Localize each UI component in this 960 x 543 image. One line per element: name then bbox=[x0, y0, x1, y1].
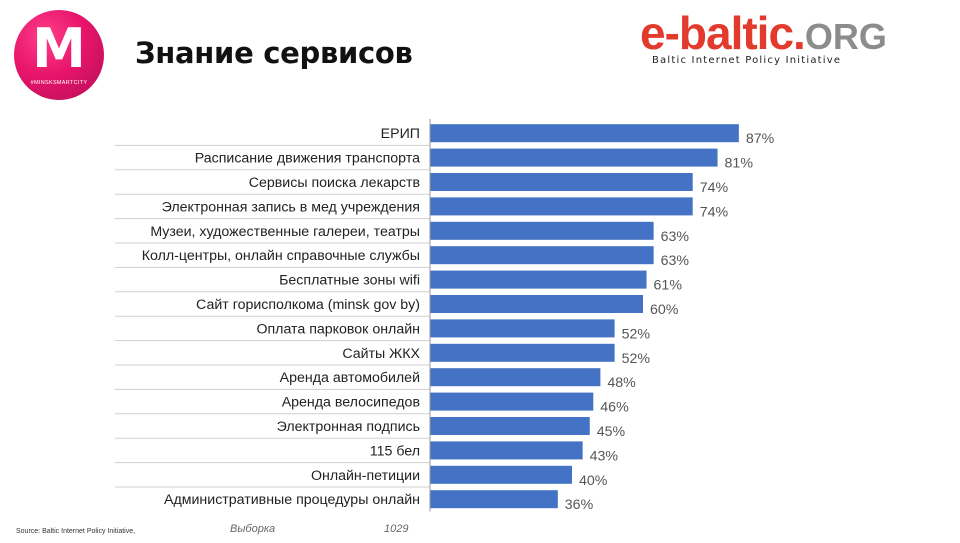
data-label: 43% bbox=[590, 448, 619, 464]
data-label: 74% bbox=[700, 204, 729, 220]
bar bbox=[430, 441, 583, 460]
bar bbox=[430, 221, 654, 240]
bar bbox=[430, 246, 654, 265]
bar bbox=[430, 392, 594, 411]
category-label: Электронная запись в мед учреждения bbox=[162, 199, 420, 215]
data-label: 40% bbox=[579, 473, 608, 489]
bar bbox=[430, 343, 615, 362]
bar bbox=[430, 173, 693, 191]
footer-sample-label: Выборка bbox=[230, 523, 276, 535]
brand-name: e-baltic.ORG bbox=[640, 8, 887, 62]
data-label: 81% bbox=[725, 156, 754, 172]
bar bbox=[430, 270, 647, 289]
data-label: 61% bbox=[654, 278, 683, 294]
logo-letter: M bbox=[32, 17, 86, 80]
services-awareness-chart: ЕРИП 87% Расписание движения транспорта 81%… bbox=[115, 119, 775, 513]
bar bbox=[430, 417, 590, 435]
data-label: 63% bbox=[661, 253, 690, 269]
minsk-smart-city-logo: M #MINSKSMARTCITY bbox=[14, 10, 104, 100]
logo-subtext: #MINSKSMARTCITY bbox=[30, 80, 88, 86]
data-label: 52% bbox=[622, 326, 651, 342]
footer-source: Source: Baltic Internet Policy Initiativ… bbox=[16, 528, 136, 535]
bar bbox=[430, 148, 718, 167]
data-label: 45% bbox=[597, 424, 626, 440]
data-label: 74% bbox=[700, 180, 729, 196]
category-label: Административные процедуры онлайн bbox=[164, 492, 420, 508]
category-label: 115 бел bbox=[370, 443, 420, 459]
category-label: Бесплатные зоны wifi bbox=[279, 273, 420, 289]
bar bbox=[430, 295, 643, 313]
category-label: ЕРИП bbox=[381, 126, 420, 142]
footer-sample-value: 1029 bbox=[384, 523, 409, 535]
category-label: Электронная подпись bbox=[277, 419, 420, 435]
bar bbox=[430, 490, 558, 509]
e-baltic-logo: e-baltic.ORG Baltic Internet Policy Init… bbox=[640, 8, 958, 70]
page-title: Знание сервисов bbox=[135, 36, 413, 70]
brand-name-main: e-baltic. bbox=[640, 7, 806, 59]
data-label: 46% bbox=[600, 400, 629, 416]
category-label: Аренда автомобилей bbox=[280, 370, 420, 386]
category-label: Сайт горисполкома (minsk gov by) bbox=[196, 297, 420, 313]
category-label: Оплата парковок онлайн bbox=[256, 321, 420, 337]
bar bbox=[430, 124, 739, 143]
category-label: Сайты ЖКХ bbox=[342, 346, 420, 362]
brand-name-tld: ORG bbox=[804, 16, 887, 57]
data-label: 63% bbox=[661, 229, 690, 245]
data-label: 52% bbox=[622, 351, 651, 367]
category-label: Аренда велосипедов bbox=[282, 395, 420, 411]
brand-tagline: Baltic Internet Policy Initiative bbox=[652, 55, 842, 66]
data-label: 87% bbox=[746, 131, 775, 147]
category-label: Онлайн-петиции bbox=[311, 468, 420, 484]
category-label: Расписание движения транспорта bbox=[195, 151, 420, 167]
bar bbox=[430, 368, 601, 387]
data-label: 60% bbox=[650, 302, 679, 318]
category-label: Колл-центры, онлайн справочные службы bbox=[142, 248, 420, 264]
bar bbox=[430, 465, 572, 484]
data-label: 36% bbox=[565, 497, 594, 513]
category-label: Музеи, художественные галереи, театры bbox=[150, 224, 420, 240]
category-label: Сервисы поиска лекарств bbox=[249, 175, 420, 191]
bar bbox=[430, 197, 693, 216]
bar bbox=[430, 319, 615, 338]
data-label: 48% bbox=[607, 375, 636, 391]
